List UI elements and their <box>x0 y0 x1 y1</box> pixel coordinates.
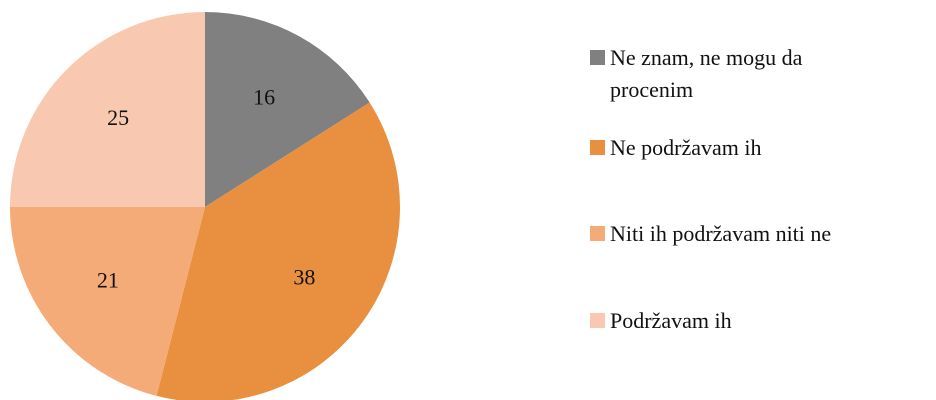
pie-slice <box>156 102 400 400</box>
legend-label: Ne znam, ne mogu da procenim <box>610 45 803 102</box>
data-label: 38 <box>293 264 315 289</box>
pie-slice <box>205 12 370 207</box>
legend-swatch <box>590 313 605 328</box>
pie-slice <box>10 207 205 396</box>
legend-item: Ne podržavam ih <box>590 132 762 164</box>
legend-item: Podržavam ih <box>590 305 732 337</box>
legend-swatch <box>590 50 605 65</box>
legend-item: Ne znam, ne mogu da procenim <box>590 42 860 106</box>
data-label: 21 <box>97 267 119 292</box>
data-label: 16 <box>253 84 275 109</box>
legend-swatch <box>590 226 605 241</box>
legend-label: Ne podržavam ih <box>610 135 762 160</box>
legend-label: Niti ih podržavam niti ne <box>610 221 832 246</box>
data-label: 25 <box>107 105 129 130</box>
legend-item: Niti ih podržavam niti ne <box>590 218 831 250</box>
legend-swatch <box>590 140 605 155</box>
pie-slice <box>10 12 205 207</box>
legend-label: Podržavam ih <box>610 308 732 333</box>
